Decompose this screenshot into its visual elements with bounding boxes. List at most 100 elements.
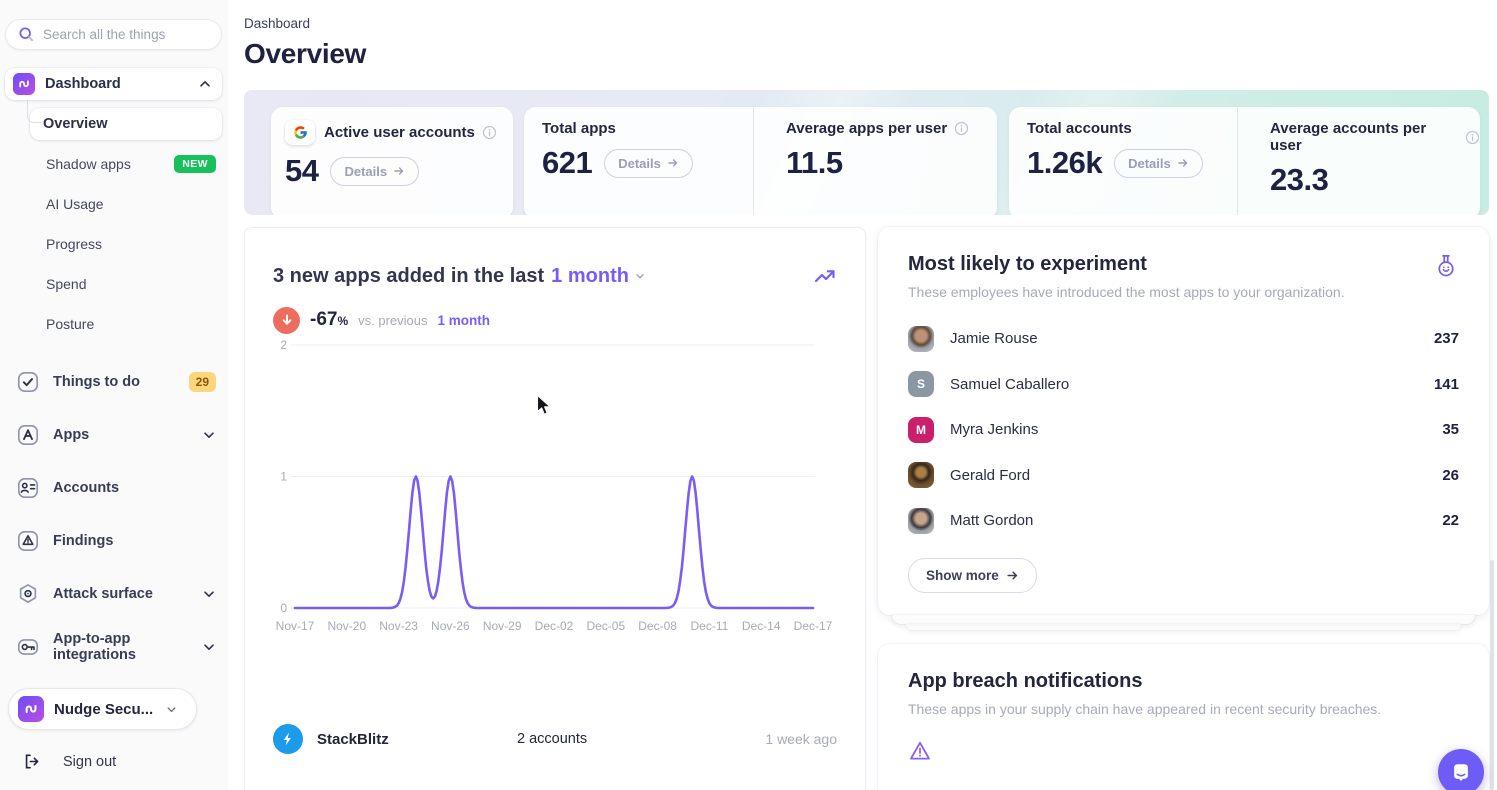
sidebar-item-posture[interactable]: Posture xyxy=(46,316,95,332)
svg-text:Nov-29: Nov-29 xyxy=(483,619,522,633)
sidebar-item-label: Dashboard xyxy=(45,76,121,92)
svg-text:Dec-14: Dec-14 xyxy=(742,619,781,633)
person-row[interactable]: Gerald Ford 26 xyxy=(908,453,1459,499)
delta-context: vs. previous xyxy=(358,312,428,328)
svg-text:Nov-23: Nov-23 xyxy=(379,619,418,633)
avatar xyxy=(908,325,934,352)
sidebar-item-spend[interactable]: Spend xyxy=(46,276,87,292)
right-column: Most likely to experiment These employee… xyxy=(878,227,1489,790)
sidebar-item-progress[interactable]: Progress xyxy=(46,236,103,252)
person-row[interactable]: S Samuel Caballero 141 xyxy=(908,362,1459,408)
nudge-logo-icon xyxy=(13,73,35,95)
apps-icon xyxy=(15,422,41,448)
sidebar-item-label: Shadow apps xyxy=(46,156,131,172)
sidebar-item-integrations[interactable]: App-to-app integrations xyxy=(15,631,216,663)
svg-text:2: 2 xyxy=(280,338,287,352)
arrow-down-icon xyxy=(273,306,300,334)
person-row[interactable]: Jamie Rouse 237 xyxy=(908,316,1459,362)
delta-period-link[interactable]: 1 month xyxy=(437,312,491,328)
org-selector[interactable]: Nudge Secu... xyxy=(8,688,197,730)
sidebar-item-dashboard[interactable]: Dashboard xyxy=(5,68,222,100)
sidebar-item-shadow-apps[interactable]: Shadow apps NEW xyxy=(46,154,216,174)
chevron-down-icon xyxy=(202,640,216,654)
experiment-card: Most likely to experiment These employee… xyxy=(878,227,1489,615)
chevron-down-icon xyxy=(636,274,644,279)
chevron-down-icon xyxy=(202,587,216,601)
stat-card-active-users: Active user accounts 54 Details xyxy=(271,107,513,215)
search-box[interactable] xyxy=(5,19,222,50)
avatar xyxy=(908,507,934,534)
new-apps-card: 3 new apps added in the last 1 month -67… xyxy=(244,227,866,790)
svg-text:Nov-17: Nov-17 xyxy=(276,619,315,633)
new-apps-line-chart: 0 1 2 Nov-17 Nov-20 Nov-23 Nov-26 Nov-29 Dec-02 D… xyxy=(276,338,833,633)
card-stack-layer xyxy=(906,623,1461,630)
avatar: M xyxy=(908,416,934,443)
new-badge: NEW xyxy=(174,155,216,173)
svg-text:Dec-11: Dec-11 xyxy=(691,619,729,633)
search-input[interactable] xyxy=(43,27,193,42)
svg-text:0: 0 xyxy=(280,601,287,615)
sidebar-item-ai-usage[interactable]: AI Usage xyxy=(46,196,104,212)
person-row[interactable]: M Myra Jenkins 35 xyxy=(908,407,1459,453)
avatar xyxy=(908,462,934,489)
details-button[interactable]: Details xyxy=(604,148,693,178)
sidebar-item-things-to-do[interactable]: Things to do 29 xyxy=(15,367,216,397)
svg-text:Dec-05: Dec-05 xyxy=(586,619,625,633)
chevron-up-icon xyxy=(198,77,212,91)
new-app-row[interactable]: Twitch 1 account 2 weeks ago xyxy=(273,785,837,790)
svg-text:Dec-02: Dec-02 xyxy=(535,619,574,633)
card-title: Most likely to experiment xyxy=(908,253,1147,275)
arrow-right-icon xyxy=(668,159,678,167)
show-more-button[interactable]: Show more xyxy=(908,557,1037,593)
card-title: App breach notifications xyxy=(908,669,1143,692)
card-subtitle: These apps in your supply chain have app… xyxy=(908,700,1382,717)
search-icon xyxy=(18,26,35,43)
stat-value: 54 xyxy=(285,153,319,188)
delta-value: -67% xyxy=(310,309,349,330)
sign-out-button[interactable]: Sign out xyxy=(22,752,228,771)
flask-icon xyxy=(1433,253,1459,279)
card-stack-layer xyxy=(892,614,1475,624)
intercom-chat-button[interactable] xyxy=(1438,749,1484,790)
new-app-row[interactable]: StackBlitz 2 accounts 1 week ago xyxy=(273,717,837,761)
checkbox-icon xyxy=(15,369,41,395)
breadcrumb: Dashboard xyxy=(244,16,311,31)
sidebar-item-label: Overview xyxy=(43,116,108,132)
key-icon xyxy=(15,634,41,660)
sign-out-icon xyxy=(22,752,41,771)
org-name: Nudge Secu... xyxy=(54,700,154,718)
nudge-logo-icon xyxy=(18,696,44,722)
attack-surface-icon xyxy=(15,581,41,607)
avatar: S xyxy=(908,371,934,398)
info-icon[interactable] xyxy=(954,121,969,136)
stackblitz-icon xyxy=(273,724,303,754)
svg-text:1: 1 xyxy=(280,470,287,484)
sidebar-item-findings[interactable]: Findings xyxy=(15,526,216,556)
chevron-down-icon xyxy=(165,703,178,716)
main-content: Dashboard Overview Active user accounts … xyxy=(228,0,1497,790)
scrollbar-thumb[interactable] xyxy=(1490,560,1494,790)
info-icon[interactable] xyxy=(482,125,497,140)
sidebar-item-attack-surface[interactable]: Attack surface xyxy=(15,579,216,609)
stat-card-apps: Total apps 621 Details Average apps per … xyxy=(524,107,997,215)
count-badge: 29 xyxy=(188,372,216,392)
svg-text:Dec-08: Dec-08 xyxy=(638,619,677,633)
sidebar-item-apps[interactable]: Apps xyxy=(15,420,216,450)
person-row[interactable]: Matt Gordon 22 xyxy=(908,498,1459,544)
sidebar-item-overview[interactable]: Overview xyxy=(30,108,222,140)
chevron-down-icon xyxy=(202,428,216,442)
arrow-right-icon xyxy=(394,167,404,175)
info-icon[interactable] xyxy=(1465,130,1480,145)
period-dropdown[interactable]: 1 month xyxy=(551,265,646,288)
svg-text:Nov-20: Nov-20 xyxy=(327,619,366,633)
findings-warning-icon xyxy=(15,528,41,554)
accounts-icon xyxy=(15,475,41,501)
details-button[interactable]: Details xyxy=(1114,148,1203,178)
details-button[interactable]: Details xyxy=(330,156,420,186)
svg-text:Nov-26: Nov-26 xyxy=(431,619,470,633)
chart-title: 3 new apps added in the last xyxy=(273,264,545,287)
sidebar-item-accounts[interactable]: Accounts xyxy=(15,473,216,503)
sidebar: Dashboard Overview Shadow apps NEW AI Us… xyxy=(0,0,228,790)
page-title: Overview xyxy=(244,38,367,69)
tree-connector xyxy=(27,99,41,123)
